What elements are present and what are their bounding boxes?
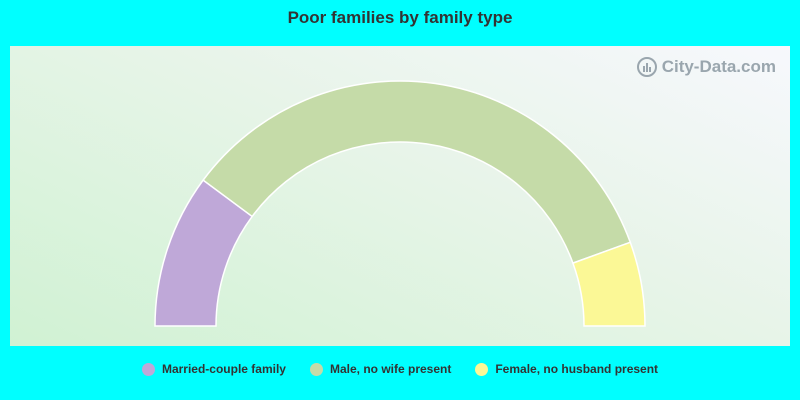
chart-legend: Married-couple family Male, no wife prese… [0, 362, 800, 376]
slice-female-no-husband-present[interactable] [571, 241, 646, 327]
legend-label: Female, no husband present [495, 362, 659, 376]
city-data-logo-icon [636, 56, 658, 78]
plot-area: City-Data.com [10, 46, 790, 346]
legend-swatch [475, 362, 489, 376]
legend-item: Married-couple family [141, 362, 286, 376]
legend-item: Female, no husband present [475, 362, 658, 376]
legend-swatch [141, 362, 155, 376]
legend-label: Male, no wife present [329, 362, 452, 376]
slice-male-no-wife-present[interactable] [202, 80, 632, 265]
chart-title: Poor families by family type [287, 8, 513, 27]
semi-donut-chart [154, 80, 646, 327]
watermark-text: City-Data.com [661, 57, 776, 76]
legend-label: Married-couple family [161, 362, 286, 376]
watermark: City-Data.com [636, 56, 776, 78]
legend-swatch [309, 362, 323, 376]
legend-item: Male, no wife present [309, 362, 452, 376]
